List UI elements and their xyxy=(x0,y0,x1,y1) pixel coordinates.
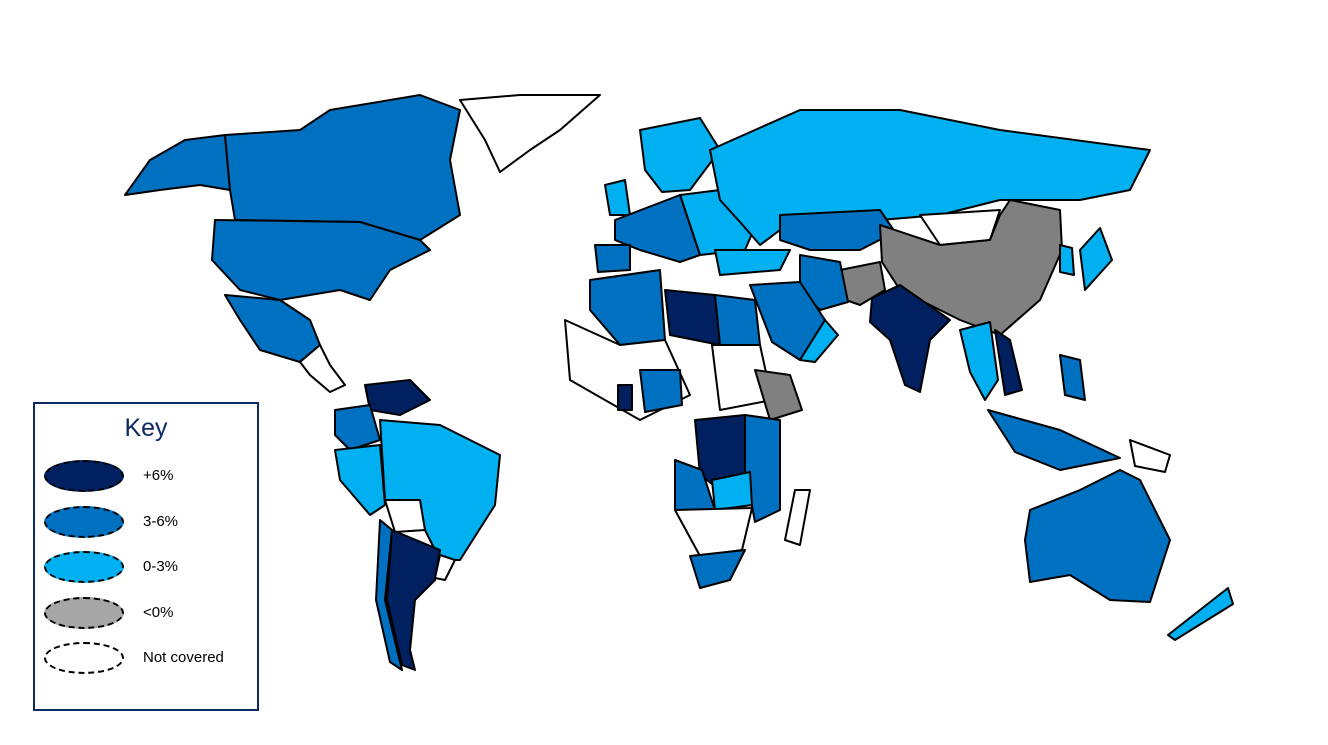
legend-label: <0% xyxy=(143,604,174,621)
region-oman xyxy=(799,319,839,363)
region-indonesia xyxy=(987,409,1121,471)
region-india xyxy=(869,284,951,393)
region-vietnam xyxy=(994,329,1023,396)
region-kazakhstan xyxy=(779,209,896,251)
region-egypt xyxy=(714,294,761,346)
region-ethiopia xyxy=(754,369,803,421)
region-colombia xyxy=(334,404,381,451)
region-australia xyxy=(1024,469,1171,603)
region-canada xyxy=(224,94,461,241)
region-peru xyxy=(334,444,386,516)
legend-item-plus6: +6% xyxy=(44,460,254,496)
region-new-zealand xyxy=(1167,587,1234,641)
region-greenland xyxy=(459,94,601,173)
region-uk xyxy=(604,179,631,216)
region-mexico xyxy=(224,294,321,363)
region-myanmar-thailand xyxy=(959,321,999,401)
legend: Key +6% 3-6% 0-3% <0% Not covered xyxy=(33,402,259,711)
region-philippines xyxy=(1059,354,1086,401)
legend-label: +6% xyxy=(143,467,174,484)
region-madagascar xyxy=(784,489,811,546)
region-uruguay xyxy=(434,554,456,581)
region-east-africa xyxy=(744,414,781,523)
legend-label: Not covered xyxy=(143,649,224,666)
legend-title: Key xyxy=(124,414,168,442)
legend-item-negative: <0% xyxy=(44,597,254,633)
region-ghana xyxy=(617,384,633,411)
legend-label: 0-3% xyxy=(143,558,179,575)
region-north-africa-west xyxy=(589,269,666,346)
region-central-america xyxy=(299,344,346,393)
legend-swatch xyxy=(44,506,124,538)
region-libya xyxy=(664,289,721,346)
legend-swatch xyxy=(44,597,124,629)
legend-swatch xyxy=(44,551,124,583)
region-usa xyxy=(211,219,431,301)
region-south-africa xyxy=(689,549,746,589)
legend-swatch xyxy=(44,642,124,674)
legend-item-0-3: 0-3% xyxy=(44,551,254,587)
region-nigeria xyxy=(639,369,683,413)
region-western-europe xyxy=(614,194,701,263)
legend-label: 3-6% xyxy=(143,513,179,530)
region-japan xyxy=(1079,227,1113,291)
region-turkey xyxy=(714,249,791,276)
region-iberia xyxy=(594,244,631,273)
region-zambia xyxy=(711,471,753,511)
region-korea xyxy=(1059,244,1075,276)
legend-swatch xyxy=(44,460,124,492)
region-bolivia xyxy=(384,499,426,533)
legend-item-not-covered: Not covered xyxy=(44,642,254,678)
region-alaska xyxy=(124,134,231,196)
legend-item-3-6: 3-6% xyxy=(44,506,254,542)
region-scandinavia xyxy=(639,117,721,193)
region-papua-new-guinea xyxy=(1129,439,1171,473)
region-venezuela xyxy=(364,379,431,416)
region-southern-africa xyxy=(674,507,753,557)
region-russia xyxy=(709,109,1151,246)
